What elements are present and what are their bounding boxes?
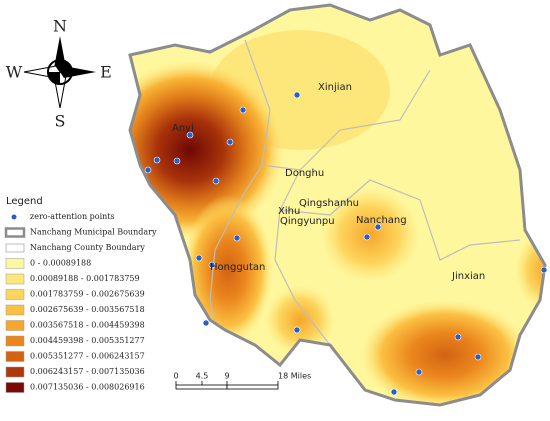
legend-symbol — [5, 289, 25, 300]
legend-symbol — [5, 382, 25, 393]
legend-label: 0.006243157 - 0.007135036 — [30, 367, 145, 376]
compass-east: E — [100, 63, 112, 82]
legend-symbol — [5, 335, 25, 347]
legend-symbol — [11, 214, 17, 220]
place-label: Qingyunpu — [280, 216, 335, 227]
municipal-boundary — [128, 3, 547, 407]
scale-label: 0 — [173, 372, 178, 381]
heat-surface — [130, 5, 545, 405]
place-label: Qingshanhu — [299, 198, 359, 209]
legend-symbol — [5, 366, 25, 378]
legend-label: zero-attention points — [30, 212, 115, 221]
legend-symbol — [4, 227, 26, 238]
legend-title: Legend — [6, 196, 43, 207]
legend-label: 0.007135036 - 0.008026916 — [30, 383, 145, 392]
place-label: Jinxian — [451, 271, 485, 282]
legend-label: 0.00089188 - 0.001783759 — [30, 274, 140, 283]
legend-label: 0.002675639 - 0.003567518 — [30, 305, 145, 314]
legend-label: Nanchang County Boundary — [30, 243, 145, 252]
place-label: Xinjian — [318, 82, 352, 93]
legend-label: 0.003567518 - 0.004459398 — [30, 321, 145, 330]
place-label: Xihu — [278, 206, 300, 217]
county-boundaries — [209, 39, 521, 346]
zero-attention-points — [144, 91, 548, 396]
legend-symbol — [5, 258, 25, 269]
compass-south: S — [55, 112, 66, 131]
compass: N S W E — [6, 17, 112, 131]
scale-label: 4.5 — [196, 372, 209, 381]
legend: zero-attention points Nanchang Municipal … — [4, 212, 157, 393]
place-label: Donghu — [285, 168, 324, 179]
legend-symbol — [5, 304, 25, 316]
scale-bar: 0 4.5 9 18 Miles — [173, 372, 311, 390]
legend-label: 0 - 0.00089188 — [30, 259, 91, 268]
compass-west: W — [6, 63, 23, 82]
scale-label: 18 Miles — [278, 372, 311, 381]
legend-symbol — [5, 351, 25, 362]
legend-symbol — [5, 320, 25, 331]
place-label: Nanchang — [356, 215, 407, 226]
legend-label: Nanchang Municipal Boundary — [30, 228, 157, 237]
legend-symbol — [5, 273, 25, 285]
compass-north: N — [53, 17, 67, 36]
place-labels: Xinjian Anyi Donghu Qingshanhu Xihu Qing… — [172, 82, 485, 282]
legend-label: 0.004459398 - 0.005351277 — [30, 336, 145, 345]
place-label: Honggutan — [210, 262, 265, 273]
legend-symbol — [5, 243, 25, 253]
scale-label: 9 — [224, 372, 229, 381]
legend-label: 0.005351277 - 0.006243157 — [30, 352, 145, 361]
place-label: Anyi — [172, 123, 194, 134]
legend-label: 0.001783759 - 0.002675639 — [30, 290, 145, 299]
